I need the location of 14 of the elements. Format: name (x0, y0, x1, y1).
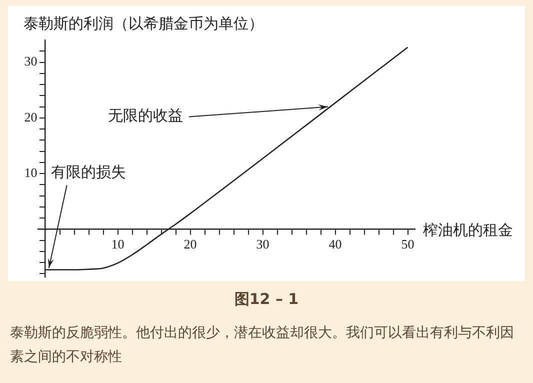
y-tick-label: 30 (24, 54, 38, 69)
annotation: 无限的收益 (108, 108, 183, 125)
y-tick-label: 10 (24, 164, 38, 180)
text: 泰勒斯的反脆弱性。他付出的很少，潜在收益却很大。我们可以看出有利与不利因素之间的不对称性 (10, 324, 515, 367)
x-tick-label: 40 (328, 236, 342, 252)
x-tick-label: 10 (111, 236, 124, 252)
x-tick-label: 50 (401, 236, 414, 252)
y-tick-label: 20 (24, 109, 38, 124)
annotation: 有限的损失 (50, 164, 126, 182)
x-tick-label: 20 (184, 236, 197, 252)
caption: 图12 – 1 (233, 290, 300, 309)
y-axis-title: 泰勒斯的利润（以希腊金币为单位） (23, 15, 264, 32)
x-axis-title: 榨油机的租金 (423, 222, 513, 240)
x-tick-label: 30 (256, 236, 270, 252)
